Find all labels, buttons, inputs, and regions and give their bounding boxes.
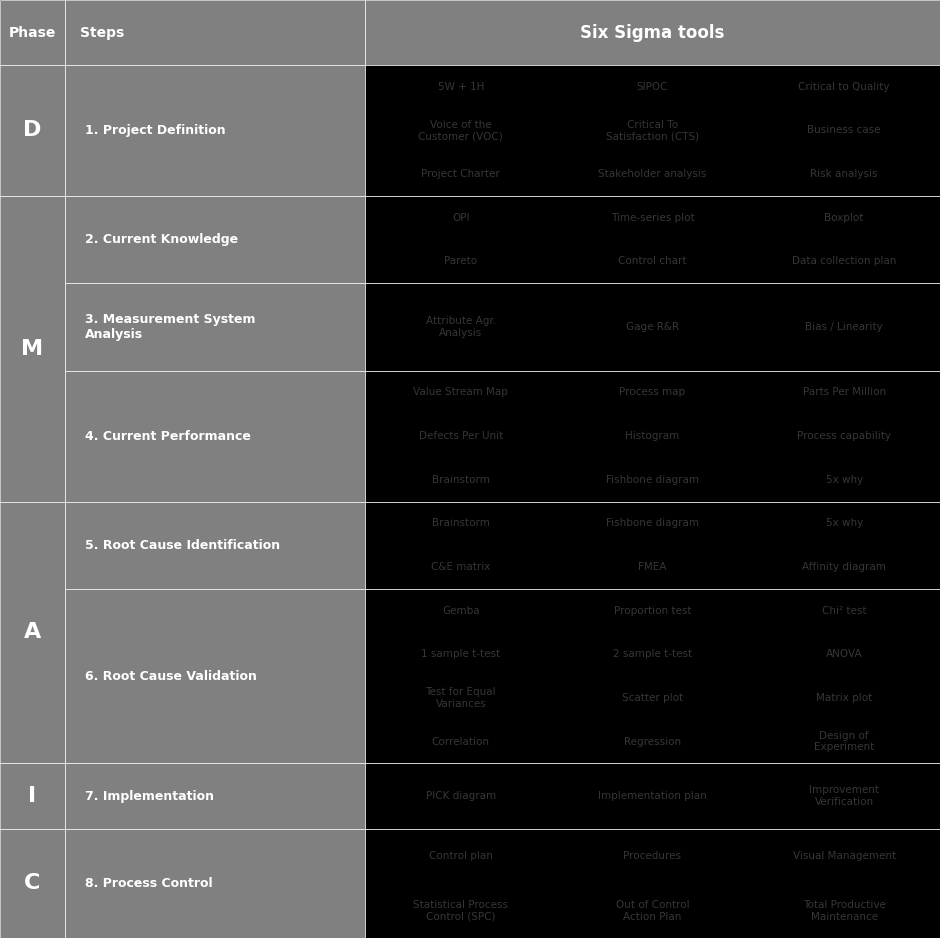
Text: Fishbone diagram: Fishbone diagram [606,519,699,528]
Text: Test for Equal
Variances: Test for Equal Variances [426,688,496,709]
Text: Design of
Experiment: Design of Experiment [814,731,874,752]
Text: A: A [24,623,41,643]
Text: Gage R&R: Gage R&R [626,322,679,332]
FancyBboxPatch shape [65,371,365,502]
Text: I: I [28,786,37,806]
Text: SIPOC: SIPOC [636,82,668,92]
Text: M: M [22,339,43,358]
Text: Procedures: Procedures [623,851,682,861]
Text: Chi² test: Chi² test [822,606,867,615]
Text: Brainstorm: Brainstorm [431,519,490,528]
Text: 6. Root Cause Validation: 6. Root Cause Validation [85,670,257,683]
Text: 4. Current Performance: 4. Current Performance [85,430,251,443]
Text: 5x why: 5x why [825,519,863,528]
Text: Parts Per Million: Parts Per Million [803,387,885,398]
FancyBboxPatch shape [365,829,940,938]
FancyBboxPatch shape [365,764,940,829]
Text: Boxplot: Boxplot [824,213,864,223]
Text: Voice of the
Customer (VOC): Voice of the Customer (VOC) [418,120,503,142]
FancyBboxPatch shape [65,589,365,764]
Text: Proportion test: Proportion test [614,606,691,615]
Text: Fishbone diagram: Fishbone diagram [606,475,699,485]
FancyBboxPatch shape [65,502,365,589]
Text: Steps: Steps [80,25,124,39]
Text: PICK diagram: PICK diagram [426,791,496,801]
Text: Visual Management: Visual Management [792,851,896,861]
Text: Stakeholder analysis: Stakeholder analysis [599,169,707,179]
Text: Phase: Phase [8,25,56,39]
Text: C&E matrix: C&E matrix [431,562,491,572]
FancyBboxPatch shape [365,196,940,283]
Text: Implementation plan: Implementation plan [598,791,707,801]
Text: Bias / Linearity: Bias / Linearity [806,322,883,332]
Text: Defects Per Unit: Defects Per Unit [418,431,503,441]
Text: Project Charter: Project Charter [421,169,500,179]
FancyBboxPatch shape [365,502,940,589]
FancyBboxPatch shape [0,764,65,829]
Text: Out of Control
Action Plan: Out of Control Action Plan [616,900,689,921]
Text: Process capability: Process capability [797,431,891,441]
Text: 1. Project Definition: 1. Project Definition [85,124,226,137]
Text: Data collection plan: Data collection plan [792,256,897,266]
Text: Total Productive
Maintenance: Total Productive Maintenance [803,900,885,921]
FancyBboxPatch shape [65,764,365,829]
Text: Histogram: Histogram [625,431,680,441]
Text: Pareto: Pareto [445,256,478,266]
FancyBboxPatch shape [0,65,65,196]
Text: Brainstorm: Brainstorm [431,475,490,485]
Text: 5x why: 5x why [825,475,863,485]
FancyBboxPatch shape [365,589,940,764]
Text: Process map: Process map [619,387,685,398]
Text: 3. Measurement System
Analysis: 3. Measurement System Analysis [85,313,256,340]
Text: 2. Current Knowledge: 2. Current Knowledge [85,234,238,246]
FancyBboxPatch shape [365,65,940,196]
Text: OPI: OPI [452,213,470,223]
Text: 5. Root Cause Identification: 5. Root Cause Identification [85,538,280,552]
Text: Correlation: Correlation [431,736,490,747]
Text: Scatter plot: Scatter plot [622,693,683,703]
Text: Attribute Agr.
Analysis: Attribute Agr. Analysis [426,316,496,338]
Text: FMEA: FMEA [638,562,666,572]
FancyBboxPatch shape [65,283,365,371]
FancyBboxPatch shape [65,65,365,196]
Text: Control plan: Control plan [429,851,493,861]
Text: Time-series plot: Time-series plot [611,213,695,223]
FancyBboxPatch shape [65,196,365,283]
Text: 2 sample t-test: 2 sample t-test [613,649,692,659]
FancyBboxPatch shape [365,371,940,502]
Text: D: D [24,120,41,141]
FancyBboxPatch shape [0,829,65,938]
Text: Critical to Quality: Critical to Quality [798,82,890,92]
Text: Risk analysis: Risk analysis [810,169,878,179]
FancyBboxPatch shape [0,502,65,764]
FancyBboxPatch shape [0,196,65,502]
FancyBboxPatch shape [0,0,65,65]
FancyBboxPatch shape [365,0,940,65]
Text: ANOVA: ANOVA [826,649,863,659]
Text: C: C [24,873,40,893]
Text: Value Stream Map: Value Stream Map [414,387,509,398]
Text: 8. Process Control: 8. Process Control [85,877,212,890]
Text: 5W + 1H: 5W + 1H [438,82,484,92]
Text: Affinity diagram: Affinity diagram [802,562,886,572]
Text: Business case: Business case [807,126,881,135]
FancyBboxPatch shape [365,283,940,371]
Text: Six Sigma tools: Six Sigma tools [580,23,725,41]
Text: Regression: Regression [624,736,682,747]
Text: 1 sample t-test: 1 sample t-test [421,649,500,659]
Text: Critical To
Satisfaction (CTS): Critical To Satisfaction (CTS) [606,120,699,142]
Text: 7. Implementation: 7. Implementation [85,790,214,803]
Text: Gemba: Gemba [442,606,479,615]
Text: Matrix plot: Matrix plot [816,693,872,703]
Text: Statistical Process
Control (SPC): Statistical Process Control (SPC) [414,900,509,921]
Text: Control chart: Control chart [619,256,687,266]
FancyBboxPatch shape [65,0,365,65]
FancyBboxPatch shape [65,829,365,938]
Text: Improvement
Verification: Improvement Verification [809,785,879,807]
